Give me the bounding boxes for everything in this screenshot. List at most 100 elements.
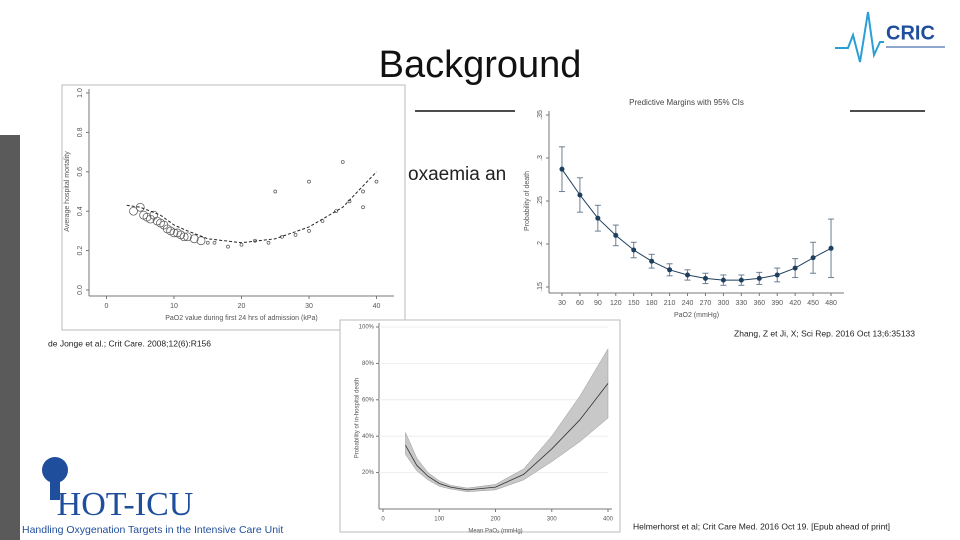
x-tick-label: 400 xyxy=(603,517,614,523)
point xyxy=(334,209,338,214)
point xyxy=(361,189,365,194)
y-tick-label: .15 xyxy=(537,282,544,292)
x-axis-label: PaO2 value during first 24 hrs of admiss… xyxy=(165,315,318,322)
y-axis-label: Probability of death xyxy=(524,171,531,231)
chart: .15 .2 .25 .3 .35 30 60 90 120 150 180 210 240 270 300… xyxy=(515,90,850,325)
y-tick-label: 0.2 xyxy=(77,246,84,256)
chart-image xyxy=(515,90,850,325)
point xyxy=(374,179,379,184)
line xyxy=(561,168,832,281)
y-tick-label: .25 xyxy=(537,196,544,206)
x-tick-label: 30 xyxy=(558,300,566,307)
y-tick-label: .3 xyxy=(537,155,544,161)
x-tick-label: 0 xyxy=(105,303,109,310)
point xyxy=(756,275,762,281)
point xyxy=(183,232,192,242)
y-axis-label: Average hospital mortality xyxy=(64,151,71,232)
point xyxy=(340,160,345,164)
x-tick-label: 90 xyxy=(594,300,602,307)
x-tick-label: 420 xyxy=(789,300,801,307)
partial-text: oxaemia an xyxy=(408,164,506,185)
chart-title: Predictive Margins with 95% CIs xyxy=(629,98,744,107)
point xyxy=(307,229,311,233)
x-tick-label: 300 xyxy=(718,300,730,307)
x-tick-label: 60 xyxy=(576,300,584,307)
x-tick-label: 450 xyxy=(807,300,819,307)
point xyxy=(685,272,691,278)
point xyxy=(135,202,145,212)
logo-key xyxy=(50,478,60,500)
point xyxy=(129,206,138,216)
logo-text: CRIC xyxy=(886,22,935,44)
point xyxy=(273,189,278,194)
logo-key xyxy=(42,457,68,483)
point xyxy=(738,277,744,283)
x-tick-label: 120 xyxy=(610,300,622,307)
x-tick-label: 0 xyxy=(381,517,385,523)
point xyxy=(702,275,708,281)
y-tick-label: 0.0 xyxy=(77,285,84,295)
y-tick-label: 100% xyxy=(359,325,375,331)
line xyxy=(405,383,609,491)
x-tick-label: 330 xyxy=(736,300,748,307)
point xyxy=(613,232,619,238)
point xyxy=(828,245,834,251)
x-tick-label: 240 xyxy=(682,300,694,307)
x-tick-label: 30 xyxy=(305,303,313,310)
chart-image xyxy=(61,84,406,331)
point xyxy=(179,232,189,242)
point xyxy=(169,228,179,238)
point xyxy=(792,265,798,271)
x-tick-label: 480 xyxy=(825,300,837,307)
point xyxy=(196,236,206,246)
y-tick-label: 20% xyxy=(362,470,375,476)
point xyxy=(293,232,298,237)
side-bar xyxy=(0,135,20,540)
x-tick-label: 360 xyxy=(753,300,765,307)
citation: Helmerhorst et al; Crit Care Med. 2016 O… xyxy=(633,521,890,531)
point xyxy=(774,272,780,278)
point xyxy=(559,166,565,172)
point xyxy=(205,240,210,245)
x-axis-label: PaO2 (mmHg) xyxy=(674,312,719,319)
point xyxy=(649,258,655,264)
x-tick-label: 300 xyxy=(547,517,558,523)
logo-text: HOT-ICU xyxy=(57,486,194,523)
x-tick-label: 40 xyxy=(373,303,381,310)
x-axis-label: Mean PaO₂ (mmHg) xyxy=(468,529,522,535)
point xyxy=(810,255,816,261)
point xyxy=(361,205,365,210)
point xyxy=(307,179,311,184)
y-tick-label: 60% xyxy=(362,397,375,403)
point xyxy=(720,277,726,283)
x-tick-label: 10 xyxy=(170,303,178,310)
x-tick-label: 100 xyxy=(434,517,445,523)
fit-line xyxy=(126,171,377,244)
logo-icon xyxy=(835,11,884,63)
y-tick-label: 0.6 xyxy=(77,167,84,177)
x-tick-label: 390 xyxy=(771,300,783,307)
logo-caption: Handling Oxygenation Targets in the Inte… xyxy=(22,524,283,536)
x-tick-label: 150 xyxy=(628,300,640,307)
chart: 20% 40% 60% 80% 100% 0 100 200 300 400 Mean PaO₂ (… xyxy=(339,319,621,535)
y-tick-label: 40% xyxy=(362,434,375,440)
y-axis-label: Probability of in-hospital death xyxy=(355,378,361,458)
y-tick-label: 0.8 xyxy=(77,127,84,137)
y-tick-label: 1.0 xyxy=(77,88,84,98)
point xyxy=(577,192,583,198)
citation: Zhang, Z et Ji, X; Sci Rep. 2016 Oct 13;… xyxy=(734,328,915,338)
citation: de Jonge et al.; Crit Care. 2008;12(6):R… xyxy=(48,338,211,348)
point xyxy=(226,244,230,249)
x-tick-label: 270 xyxy=(700,300,712,307)
point xyxy=(266,240,271,245)
point xyxy=(212,240,217,245)
x-tick-label: 20 xyxy=(238,303,246,310)
x-tick-label: 200 xyxy=(490,517,501,523)
point xyxy=(189,234,199,244)
y-tick-label: 80% xyxy=(362,361,375,367)
y-tick-label: .35 xyxy=(537,110,544,120)
x-tick-label: 180 xyxy=(646,300,658,307)
